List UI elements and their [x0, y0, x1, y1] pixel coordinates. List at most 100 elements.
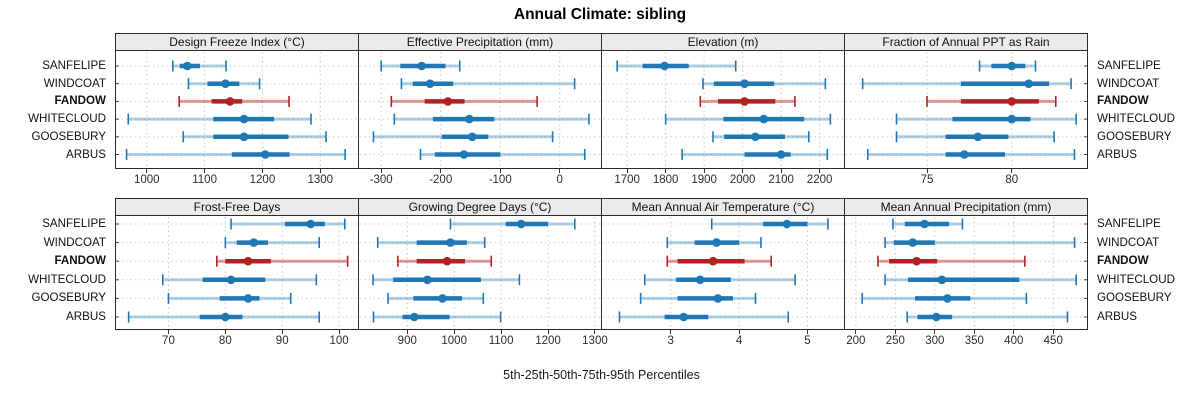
- axis-tick-label: 100: [329, 335, 349, 347]
- axis-tick-label: 900: [397, 335, 417, 347]
- axis-tick-label: 1100: [488, 335, 514, 347]
- median-dot: [182, 61, 192, 71]
- axis-tick-mark: [934, 330, 936, 334]
- x-axis: 1000 1100 1200 1300: [115, 169, 359, 191]
- axis-tick-mark: [204, 169, 206, 173]
- median-dot: [920, 219, 929, 229]
- median-dot: [261, 150, 270, 159]
- median-dot: [740, 79, 749, 88]
- panel-strip-title: Mean Annual Precipitation (mm): [880, 200, 1052, 214]
- median-dot: [759, 114, 769, 124]
- series-row-whitecloud: [393, 113, 590, 125]
- series-row-sanfelipe: [616, 60, 737, 72]
- series-row-sanfelipe: [892, 218, 964, 230]
- median-dot: [1007, 61, 1017, 71]
- panel-strip: Mean Annual Air Temperature (°C): [601, 198, 845, 216]
- series-row-goosebury: [372, 131, 554, 143]
- median-dot: [712, 238, 721, 247]
- axis-tick-mark: [806, 330, 808, 334]
- panel-strip-title: Fraction of Annual PPT as Rain: [882, 35, 1050, 49]
- series-row-goosebury: [895, 131, 1055, 143]
- panel-strip-title: Effective Precipitation (mm): [406, 35, 554, 49]
- site-labels-left-bottom: SANFELIPE WINDCOAT FANDOW WHITECLOUD GOOSEBU…: [0, 215, 106, 330]
- axis-tick-label: 2000: [729, 174, 756, 186]
- axis-tick-label: 350: [964, 335, 984, 347]
- site-label-windcoat: WINDCOAT: [1097, 76, 1160, 90]
- series-row-windcoat: [861, 78, 1072, 90]
- median-dot: [221, 312, 230, 322]
- axis-tick-mark: [780, 169, 782, 173]
- median-dot: [417, 61, 426, 71]
- axis-tick-mark: [406, 330, 408, 334]
- site-label-fandow: FANDOW: [54, 254, 106, 268]
- median-dot: [943, 294, 952, 303]
- axis-tick-mark: [547, 330, 549, 334]
- axis-tick-label: 450: [1043, 335, 1063, 347]
- site-label-sanfelipe: SANFELIPE: [42, 217, 106, 230]
- median-dot: [221, 79, 230, 88]
- median-dot: [306, 219, 315, 229]
- axis-tick-mark: [167, 330, 169, 334]
- series-row-sanfelipe: [380, 60, 461, 72]
- panel-border: [115, 215, 359, 330]
- series-row-windcoat: [400, 78, 576, 90]
- median-dot: [708, 256, 718, 266]
- axis-tick-mark: [1013, 330, 1015, 334]
- axis-tick-mark: [670, 330, 672, 334]
- median-dot: [960, 150, 969, 159]
- axis-tick-label: 1200: [249, 174, 276, 186]
- median-dot: [912, 256, 921, 266]
- series-row-whitecloud: [127, 113, 312, 125]
- series-row-fandow: [397, 255, 493, 267]
- site-label-sanfelipe: SANFELIPE: [42, 59, 106, 72]
- series-row-sanfelipe: [710, 218, 829, 230]
- x-axis: 1700 1800 1900 2000 2100 2200: [601, 169, 845, 191]
- axis-tick-label: 1000: [134, 174, 160, 186]
- axis-tick-label: 1100: [192, 174, 217, 186]
- axis-tick-mark: [742, 169, 744, 173]
- site-label-windcoat: WINDCOAT: [43, 76, 106, 90]
- site-label-windcoat: WINDCOAT: [1097, 235, 1160, 249]
- median-dot: [459, 150, 469, 159]
- median-dot: [464, 114, 474, 124]
- median-dot: [695, 275, 705, 285]
- median-dot: [226, 275, 236, 285]
- panel-plot-area: [601, 215, 845, 330]
- panel-border: [601, 50, 845, 169]
- series-row-sanfelipe: [978, 60, 1037, 72]
- series-row-fandow: [699, 95, 796, 107]
- panel-effective-precipitation: Effective Precipitation (mm) -300 -200 -10…: [358, 33, 602, 191]
- panel-border: [358, 50, 602, 169]
- site-labels-left-top: SANFELIPE WINDCOAT FANDOW WHITECLOUD GOOSEBU…: [0, 50, 106, 169]
- series-row-goosebury: [861, 292, 1028, 304]
- panel-plot-area: [358, 215, 602, 330]
- site-label-arbus: ARBUS: [66, 147, 106, 161]
- axis-tick-mark: [703, 169, 705, 173]
- series-row-whitecloud: [664, 113, 832, 125]
- median-dot: [782, 219, 792, 229]
- series-row-arbus: [372, 311, 502, 323]
- median-dot: [443, 97, 453, 106]
- site-label-windcoat: WINDCOAT: [43, 235, 106, 249]
- site-label-fandow: FANDOW: [54, 94, 106, 108]
- panel-frost-free-days: Frost-Free Days 70 80 90 100: [115, 198, 359, 352]
- series-row-fandow: [390, 95, 538, 107]
- series-row-windcoat: [702, 78, 827, 90]
- median-dot: [679, 312, 689, 322]
- panel-elevation: Elevation (m) 1700 1800 1900 2000 2100 2200: [601, 33, 845, 191]
- median-dot: [243, 294, 253, 303]
- series-row-sanfelipe: [172, 60, 227, 72]
- axis-tick-mark: [738, 330, 740, 334]
- axis-tick-label: 1300: [307, 174, 334, 186]
- series-row-windcoat: [224, 237, 320, 249]
- axis-tick-mark: [665, 169, 667, 173]
- median-dot: [249, 238, 259, 247]
- median-dot: [442, 256, 452, 266]
- axis-tick-mark: [926, 169, 928, 173]
- x-axis: 3 4 5: [601, 330, 845, 352]
- panel-strip: Fraction of Annual PPT as Rain: [844, 33, 1088, 51]
- median-dot: [751, 132, 760, 142]
- panel-border: [844, 215, 1088, 330]
- axis-tick-label: 2200: [806, 174, 833, 186]
